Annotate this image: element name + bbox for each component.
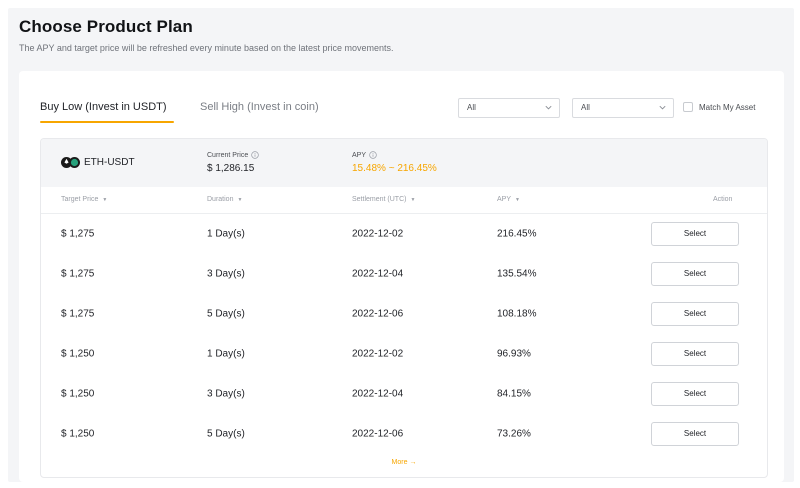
cell-apy: 108.18% [497, 308, 537, 320]
match-my-asset-label: Match My Asset [699, 102, 756, 112]
cell-target-price: $ 1,250 [61, 348, 95, 360]
select-button[interactable]: Select [651, 222, 739, 246]
column-header-duration[interactable]: Duration ▼ [207, 196, 242, 203]
table-row: $ 1,250 5 Day(s) 2022-12-06 73.26% Selec… [41, 414, 767, 454]
sort-caret-icon[interactable]: ▼ [410, 196, 416, 203]
apy-label: APY [352, 151, 377, 159]
filter-select-2[interactable]: All [572, 98, 674, 118]
tab-sell-high[interactable]: Sell High (Invest in coin) [200, 101, 319, 113]
filter-select-2-value: All [581, 103, 590, 112]
cell-apy: 96.93% [497, 348, 531, 360]
pair-name: ETH-USDT [84, 157, 135, 168]
select-button[interactable]: Select [651, 302, 739, 326]
current-price-label-text: Current Price [207, 151, 249, 159]
cell-settlement: 2022-12-06 [352, 428, 404, 440]
match-my-asset-toggle[interactable]: Match My Asset [683, 102, 755, 112]
table-row: $ 1,275 1 Day(s) 2022-12-02 216.45% Sele… [41, 214, 767, 254]
cell-apy: 73.26% [497, 428, 531, 440]
table-row: $ 1,275 5 Day(s) 2022-12-06 108.18% Sele… [41, 294, 767, 334]
select-button[interactable]: Select [651, 262, 739, 286]
pair-summary-bar: ETH-USDT Current Price $ 1,286.15 APY 15… [41, 139, 767, 187]
header-divider [41, 213, 767, 214]
arrow-right-icon: → [409, 459, 417, 466]
select-button[interactable]: Select [651, 342, 739, 366]
cell-apy: 216.45% [497, 228, 537, 240]
match-my-asset-checkbox[interactable] [683, 102, 693, 112]
cell-target-price: $ 1,275 [61, 308, 95, 320]
cell-settlement: 2022-12-02 [352, 348, 404, 360]
select-button[interactable]: Select [651, 382, 739, 406]
sort-caret-icon[interactable]: ▼ [237, 196, 243, 203]
cell-settlement: 2022-12-02 [352, 228, 404, 240]
info-circle-icon[interactable] [369, 151, 377, 159]
product-plan-page: Choose Product Plan The APY and target p… [8, 8, 794, 482]
column-header-apy[interactable]: APY ▼ [497, 196, 520, 203]
cell-settlement: 2022-12-04 [352, 268, 404, 280]
cell-duration: 1 Day(s) [207, 228, 245, 240]
sort-caret-icon[interactable]: ▼ [102, 196, 108, 203]
cell-settlement: 2022-12-04 [352, 388, 404, 400]
column-header-target-price-label: Target Price [61, 196, 99, 203]
cell-duration: 3 Day(s) [207, 268, 245, 280]
current-price-label: Current Price [207, 151, 259, 159]
page-title: Choose Product Plan [19, 17, 193, 36]
cell-duration: 1 Day(s) [207, 348, 245, 360]
filter-select-1[interactable]: All [458, 98, 560, 118]
current-price-value: $ 1,286.15 [207, 163, 255, 174]
cell-target-price: $ 1,250 [61, 428, 95, 440]
cell-settlement: 2022-12-06 [352, 308, 404, 320]
more-link[interactable]: More → [41, 459, 767, 466]
more-link-label: More [391, 459, 408, 466]
apy-label-text: APY [352, 151, 367, 159]
tab-buy-low[interactable]: Buy Low (Invest in USDT) [40, 101, 167, 113]
chevron-down-icon [659, 105, 666, 110]
active-tab-indicator [40, 121, 174, 123]
chevron-down-icon [545, 105, 552, 110]
cell-apy: 84.15% [497, 388, 531, 400]
select-button[interactable]: Select [651, 422, 739, 446]
apy-range-value: 15.48% ~ 216.45% [352, 163, 437, 174]
cell-duration: 5 Day(s) [207, 308, 245, 320]
column-header-duration-label: Duration [207, 196, 234, 203]
filter-select-1-value: All [467, 103, 476, 112]
column-header-settlement-label: Settlement (UTC) [352, 196, 407, 203]
info-circle-icon[interactable] [251, 151, 259, 159]
page-subtitle: The APY and target price will be refresh… [19, 43, 394, 53]
cell-target-price: $ 1,275 [61, 268, 95, 280]
column-header-apy-label: APY [497, 196, 512, 203]
column-header-settlement[interactable]: Settlement (UTC) ▼ [352, 196, 415, 203]
cell-duration: 5 Day(s) [207, 428, 245, 440]
table-row: $ 1,250 3 Day(s) 2022-12-04 84.15% Selec… [41, 374, 767, 414]
cell-apy: 135.54% [497, 268, 537, 280]
column-header-action-label: Action [713, 196, 733, 203]
product-table: ETH-USDT Current Price $ 1,286.15 APY 15… [40, 138, 768, 478]
cell-duration: 3 Day(s) [207, 388, 245, 400]
cell-target-price: $ 1,250 [61, 388, 95, 400]
sort-caret-icon[interactable]: ▼ [515, 196, 520, 203]
column-header-action: Action [713, 196, 732, 203]
cell-target-price: $ 1,275 [61, 228, 95, 240]
eth-usdt-pair-icon [61, 157, 80, 168]
table-row: $ 1,250 1 Day(s) 2022-12-02 96.93% Selec… [41, 334, 767, 374]
column-header-target-price[interactable]: Target Price ▼ [61, 196, 107, 203]
table-row: $ 1,275 3 Day(s) 2022-12-04 135.54% Sele… [41, 254, 767, 294]
plan-card: Buy Low (Invest in USDT) Sell High (Inve… [19, 71, 784, 482]
